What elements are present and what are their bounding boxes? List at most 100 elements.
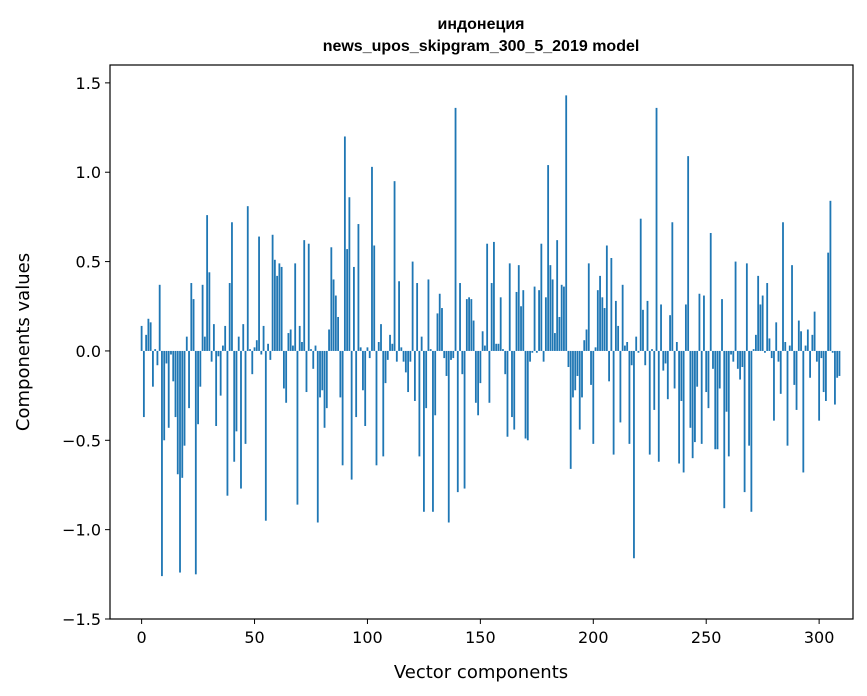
bar — [357, 224, 360, 351]
bar — [395, 350, 398, 362]
bar — [818, 350, 821, 421]
x-tick-label: 300 — [804, 628, 835, 647]
bar — [793, 350, 796, 385]
bar — [404, 350, 407, 373]
bar — [201, 284, 204, 351]
bar — [642, 309, 644, 351]
bar — [481, 331, 484, 351]
bar — [603, 308, 606, 351]
bar — [468, 297, 470, 351]
bar — [700, 350, 703, 444]
bar — [730, 350, 732, 355]
bar — [140, 325, 143, 351]
bar — [705, 350, 708, 393]
chart-title: индонеция — [438, 16, 525, 33]
bar — [517, 265, 520, 351]
chart-subtitle: news_upos_skipgram_300_5_2019 model — [323, 38, 640, 55]
bar — [587, 263, 590, 351]
bar — [815, 350, 818, 362]
bar — [691, 350, 694, 459]
bar — [197, 350, 199, 425]
bar — [608, 350, 610, 382]
bar — [671, 222, 674, 351]
bar — [454, 107, 457, 351]
bar — [646, 300, 649, 351]
bar — [226, 350, 229, 496]
bar — [820, 350, 823, 359]
bar — [743, 350, 746, 493]
bar — [321, 350, 324, 391]
bar — [610, 258, 613, 351]
bar — [203, 336, 206, 351]
bar — [709, 232, 712, 351]
bar — [583, 340, 586, 351]
bar — [262, 325, 265, 351]
bar — [504, 350, 507, 375]
x-tick-label: 100 — [352, 628, 383, 647]
bar — [689, 350, 692, 428]
bar — [474, 350, 477, 403]
bar — [237, 336, 240, 351]
bar — [339, 350, 342, 398]
bar — [651, 349, 653, 351]
bar — [174, 350, 177, 418]
bar — [273, 259, 276, 351]
bar — [199, 350, 202, 387]
bar — [301, 342, 303, 351]
bar — [206, 215, 209, 351]
bar — [721, 299, 723, 351]
bar — [346, 249, 349, 351]
bar — [472, 320, 475, 351]
bar — [251, 350, 254, 375]
bar — [409, 350, 412, 362]
bar — [544, 297, 547, 351]
bar — [486, 243, 489, 351]
bar — [310, 349, 312, 351]
bar — [694, 350, 696, 443]
bar — [398, 281, 400, 351]
bar — [170, 350, 172, 355]
bar — [280, 266, 283, 351]
bar — [565, 95, 568, 351]
x-tick-label: 50 — [244, 628, 264, 647]
bar — [644, 350, 647, 366]
bar — [303, 240, 306, 351]
bar — [838, 350, 841, 376]
bar — [364, 350, 367, 426]
bar — [307, 243, 310, 351]
bar — [483, 345, 486, 351]
y-tick-label: 1.0 — [76, 163, 101, 182]
bar — [558, 316, 561, 351]
bar — [359, 347, 362, 351]
bar — [802, 350, 805, 473]
bar — [739, 350, 741, 380]
bar — [181, 350, 184, 478]
bar — [675, 342, 678, 351]
bar — [215, 350, 218, 426]
bar — [389, 334, 391, 351]
bar — [764, 350, 766, 353]
bar — [362, 350, 364, 391]
bar — [592, 350, 595, 444]
bar — [605, 245, 608, 351]
bar — [179, 350, 181, 573]
bar — [305, 350, 308, 393]
bar — [569, 350, 572, 469]
bar — [628, 350, 631, 444]
bar — [508, 263, 511, 351]
bar — [477, 350, 480, 416]
bar — [533, 286, 536, 351]
bar — [834, 350, 836, 405]
bar — [493, 241, 495, 351]
bar — [524, 350, 527, 439]
bar — [285, 350, 288, 403]
bar — [194, 350, 197, 575]
bar — [407, 350, 410, 393]
bar — [461, 350, 464, 375]
bar — [791, 265, 793, 351]
bar — [249, 349, 251, 351]
bar — [612, 350, 615, 455]
bar — [520, 306, 522, 351]
bar — [714, 350, 717, 450]
